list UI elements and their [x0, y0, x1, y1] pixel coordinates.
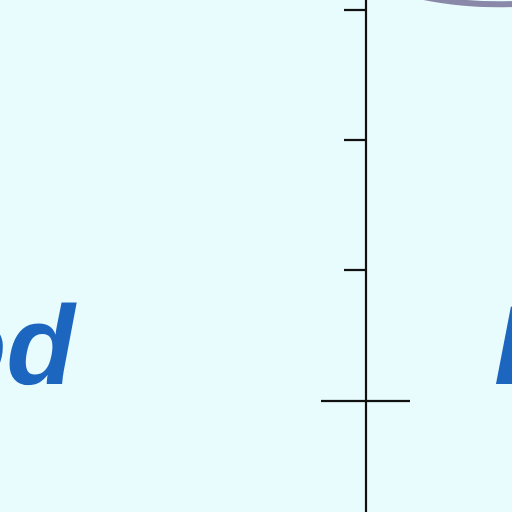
partial-label-left: od	[0, 283, 75, 408]
partial-label-right: I	[494, 290, 512, 402]
curve-arc	[423, 0, 512, 8]
